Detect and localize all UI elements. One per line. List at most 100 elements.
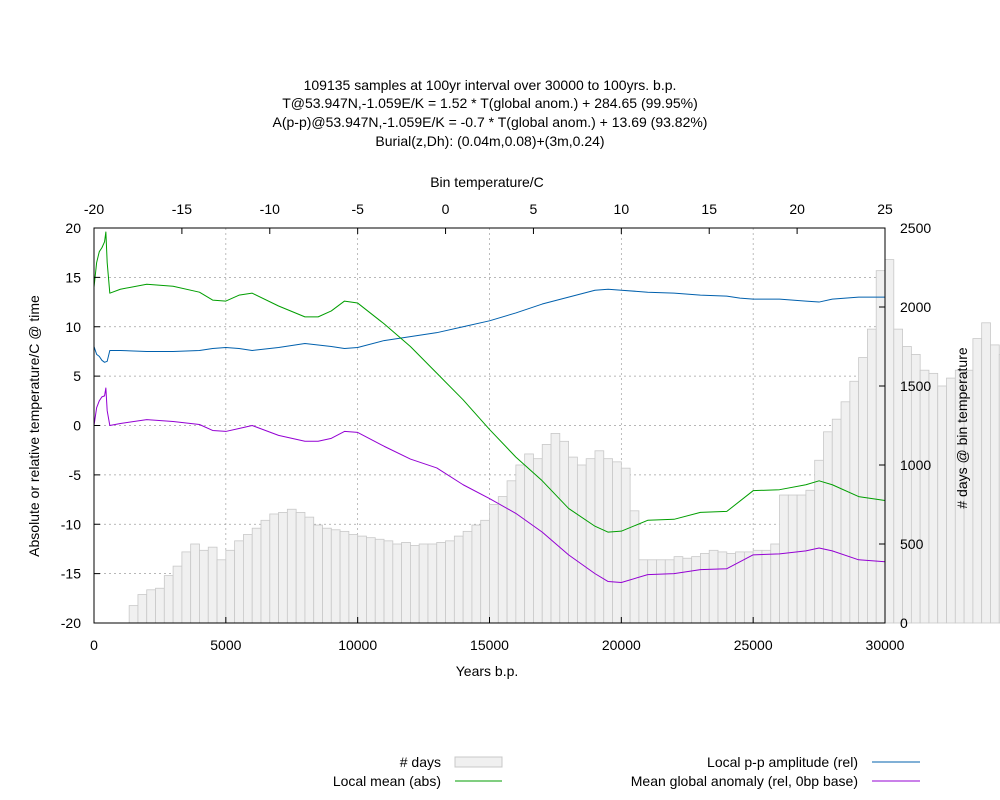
histogram-bar	[831, 418, 842, 624]
series-line-global-anomaly	[93, 387, 886, 584]
histogram-bar	[673, 556, 684, 624]
histogram-bar	[243, 534, 253, 624]
histogram-bar	[172, 565, 183, 624]
histogram-bar	[612, 461, 622, 624]
histogram-bar	[418, 543, 429, 624]
histogram-bar	[471, 524, 482, 624]
histogram-bar	[576, 464, 587, 624]
histogram-bar	[893, 328, 903, 624]
x-tick-label: 20000	[602, 637, 641, 653]
x2-tick-label: 20	[789, 201, 805, 217]
y2-tick-label: 2000	[900, 299, 931, 315]
y-tick-label: -5	[69, 467, 82, 483]
legend-swatch-days	[454, 756, 503, 768]
histogram-bar	[392, 543, 403, 624]
histogram-bar	[286, 508, 297, 624]
x-tick-label: 25000	[734, 637, 773, 653]
histogram-bar	[304, 516, 315, 624]
histogram-bar	[770, 543, 780, 624]
histogram-bar	[840, 401, 851, 624]
histogram-bar	[374, 538, 385, 624]
y2-tick-label: 1500	[900, 378, 931, 394]
histogram-bar	[278, 512, 288, 624]
histogram-bar	[330, 529, 341, 624]
y2-tick-label: 2500	[900, 220, 931, 236]
histogram-bar	[594, 450, 605, 624]
series-line-local-mean	[93, 231, 886, 533]
histogram-bar	[137, 594, 148, 624]
axis-ticks	[93, 227, 886, 624]
histogram-bar	[155, 587, 165, 624]
x2-tick-label: 0	[442, 201, 450, 217]
histogram-bar	[691, 556, 701, 624]
histogram-bar	[761, 549, 772, 624]
histogram-bar	[928, 372, 939, 624]
histogram-bar	[814, 459, 824, 624]
x2-tick-label: -10	[260, 201, 280, 217]
histogram-bar	[849, 380, 860, 624]
x2-axis-label: Bin temperature/C	[430, 174, 544, 190]
x-axis-label: Years b.p.	[456, 663, 519, 679]
histogram-bars	[128, 259, 1000, 624]
y-tick-label: -20	[61, 615, 81, 631]
histogram-bar	[752, 549, 763, 624]
histogram-bar	[981, 322, 991, 624]
histogram-bar	[383, 540, 394, 624]
x2-tick-label: 25	[877, 201, 893, 217]
histogram-bar	[559, 440, 569, 624]
histogram-bar	[717, 551, 728, 624]
x2-tick-label: -20	[84, 201, 104, 217]
histogram-bar	[533, 458, 543, 624]
y-tick-label: 15	[65, 269, 81, 285]
histogram-bar	[919, 369, 930, 624]
histogram-bar	[357, 535, 367, 624]
histogram-bar	[972, 338, 983, 624]
histogram-bar	[295, 512, 306, 624]
histogram-bar	[322, 527, 332, 624]
y-axis-label: Absolute or relative temperature/C @ tim…	[26, 295, 42, 557]
histogram-bar	[796, 494, 807, 624]
x2-tick-label: 15	[701, 201, 717, 217]
histogram-bar	[339, 530, 350, 624]
histogram-bar	[990, 344, 1000, 624]
legend-label-pp-amplitude: Local p-p amplitude (rel)	[707, 754, 858, 770]
histogram-bar	[682, 557, 693, 624]
histogram-bar	[190, 543, 200, 624]
histogram-bar	[506, 480, 517, 624]
histogram-bar	[146, 589, 156, 624]
x-tick-label: 15000	[470, 637, 509, 653]
histogram-bar	[445, 540, 455, 624]
histogram-bar	[269, 513, 279, 624]
histogram-bar	[234, 540, 244, 624]
y-tick-label: 5	[73, 368, 81, 384]
histogram-bar	[462, 530, 473, 624]
histogram-bar	[585, 458, 596, 624]
histogram-bar	[787, 494, 798, 624]
histogram-bar	[656, 559, 666, 624]
histogram-bar	[700, 553, 710, 624]
histogram-bar	[480, 519, 490, 624]
histogram-bar	[629, 510, 640, 624]
chart-title-block: 109135 samples at 100yr interval over 30…	[273, 77, 708, 149]
histogram-bar	[708, 549, 719, 624]
chart-title-line-2: T@53.947N,-1.059E/K = 1.52 * T(global an…	[282, 95, 698, 111]
histogram-bar	[603, 458, 613, 624]
histogram-bar	[251, 527, 262, 624]
y-tick-label: 0	[73, 418, 81, 434]
histogram-bar	[225, 549, 236, 624]
histogram-bar	[647, 559, 657, 624]
legend-label-local-mean: Local mean (abs)	[333, 773, 441, 789]
chart-title-line-3: A(p-p)@53.947N,-1.059E/K = -0.7 * T(glob…	[273, 114, 708, 130]
x-tick-label: 30000	[866, 637, 905, 653]
histogram-bar	[128, 605, 139, 624]
series-lines	[93, 231, 886, 584]
histogram-bar	[823, 431, 833, 624]
histogram-bar	[779, 494, 789, 624]
y2-tick-label: 1000	[900, 457, 931, 473]
y-tick-label: 10	[65, 319, 81, 335]
legend: # days Local mean (abs) Local p-p amplit…	[333, 754, 920, 789]
histogram-bar	[805, 489, 816, 624]
histogram-bar	[638, 559, 649, 624]
histogram-bar	[550, 432, 561, 624]
legend-label-global-anomaly: Mean global anomaly (rel, 0bp base)	[631, 773, 858, 789]
